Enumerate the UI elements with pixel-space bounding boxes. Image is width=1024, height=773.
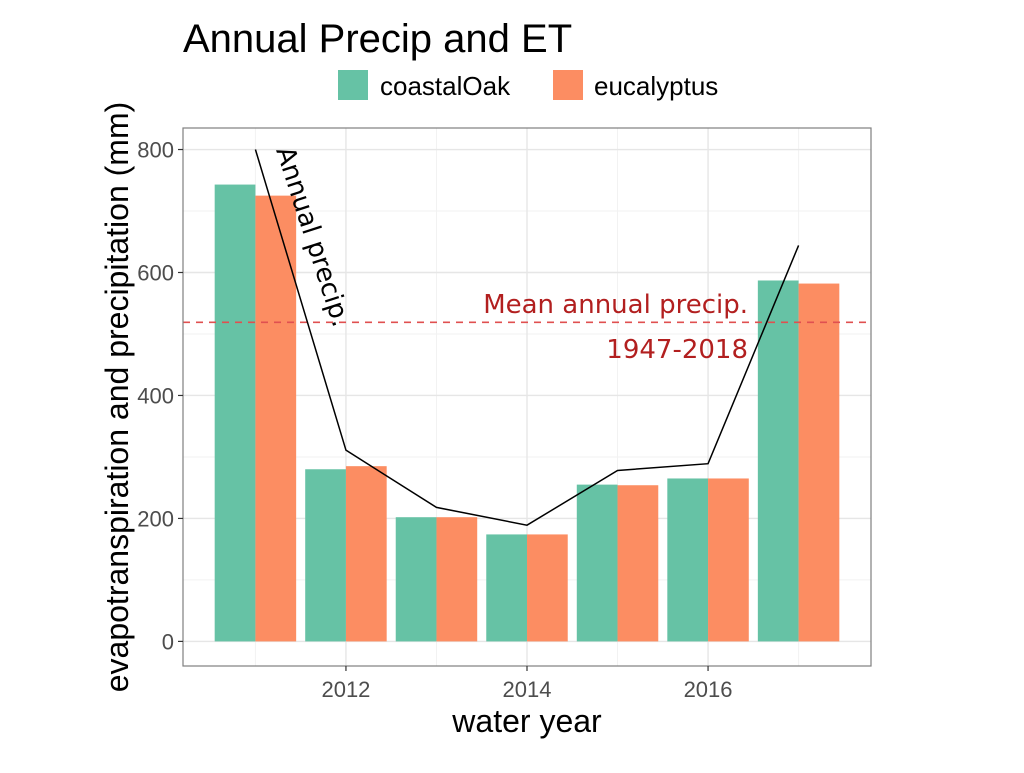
legend-label-eucalyptus: eucalyptus [594,71,718,101]
bar-coastalOak-2013 [395,517,437,642]
y-tick-label: 600 [137,260,174,285]
y-tick-label: 800 [137,138,174,163]
legend: coastalOak eucalyptus [338,70,718,101]
mean-label-line1: Mean annual precip. [483,290,748,320]
bar-eucalyptus-2012 [345,466,387,642]
x-axis: 2012 2014 2016 [321,666,733,702]
x-tick-label: 2012 [321,677,370,702]
bar-coastalOak-2014 [486,534,527,642]
chart-title: Annual Precip and ET [183,17,572,61]
bar-eucalyptus-2013 [436,517,478,642]
mean-label-line2: 1947-2018 [606,335,748,365]
bar-coastalOak-2016 [667,478,709,642]
y-axis: 0 200 400 600 800 [137,138,183,654]
bars [214,184,840,642]
bar-coastalOak-2012 [305,469,346,642]
bar-eucalyptus-2017 [798,283,840,642]
legend-swatch-eucalyptus [553,70,583,100]
legend-swatch-coastalOak [338,70,368,100]
y-axis-title: evapotranspiration and precipitation (mm… [99,102,135,693]
bar-eucalyptus-2015 [617,485,659,642]
legend-label-coastalOak: coastalOak [380,71,511,101]
bar-coastalOak-2015 [576,484,618,642]
x-tick-label: 2014 [503,677,552,702]
precip-line-group [254,149,800,526]
bar-eucalyptus-2011 [255,195,297,642]
x-axis-title: water year [451,703,602,739]
bar-coastalOak-2017 [757,280,799,642]
annual-precip-line [254,149,800,526]
y-tick-label: 0 [162,629,174,654]
y-tick-label: 400 [137,383,174,408]
bar-eucalyptus-2016 [708,478,749,642]
x-tick-label: 2016 [684,677,733,702]
bar-eucalyptus-2014 [527,534,568,642]
bar-coastalOak-2011 [214,184,256,642]
y-tick-label: 200 [137,506,174,531]
